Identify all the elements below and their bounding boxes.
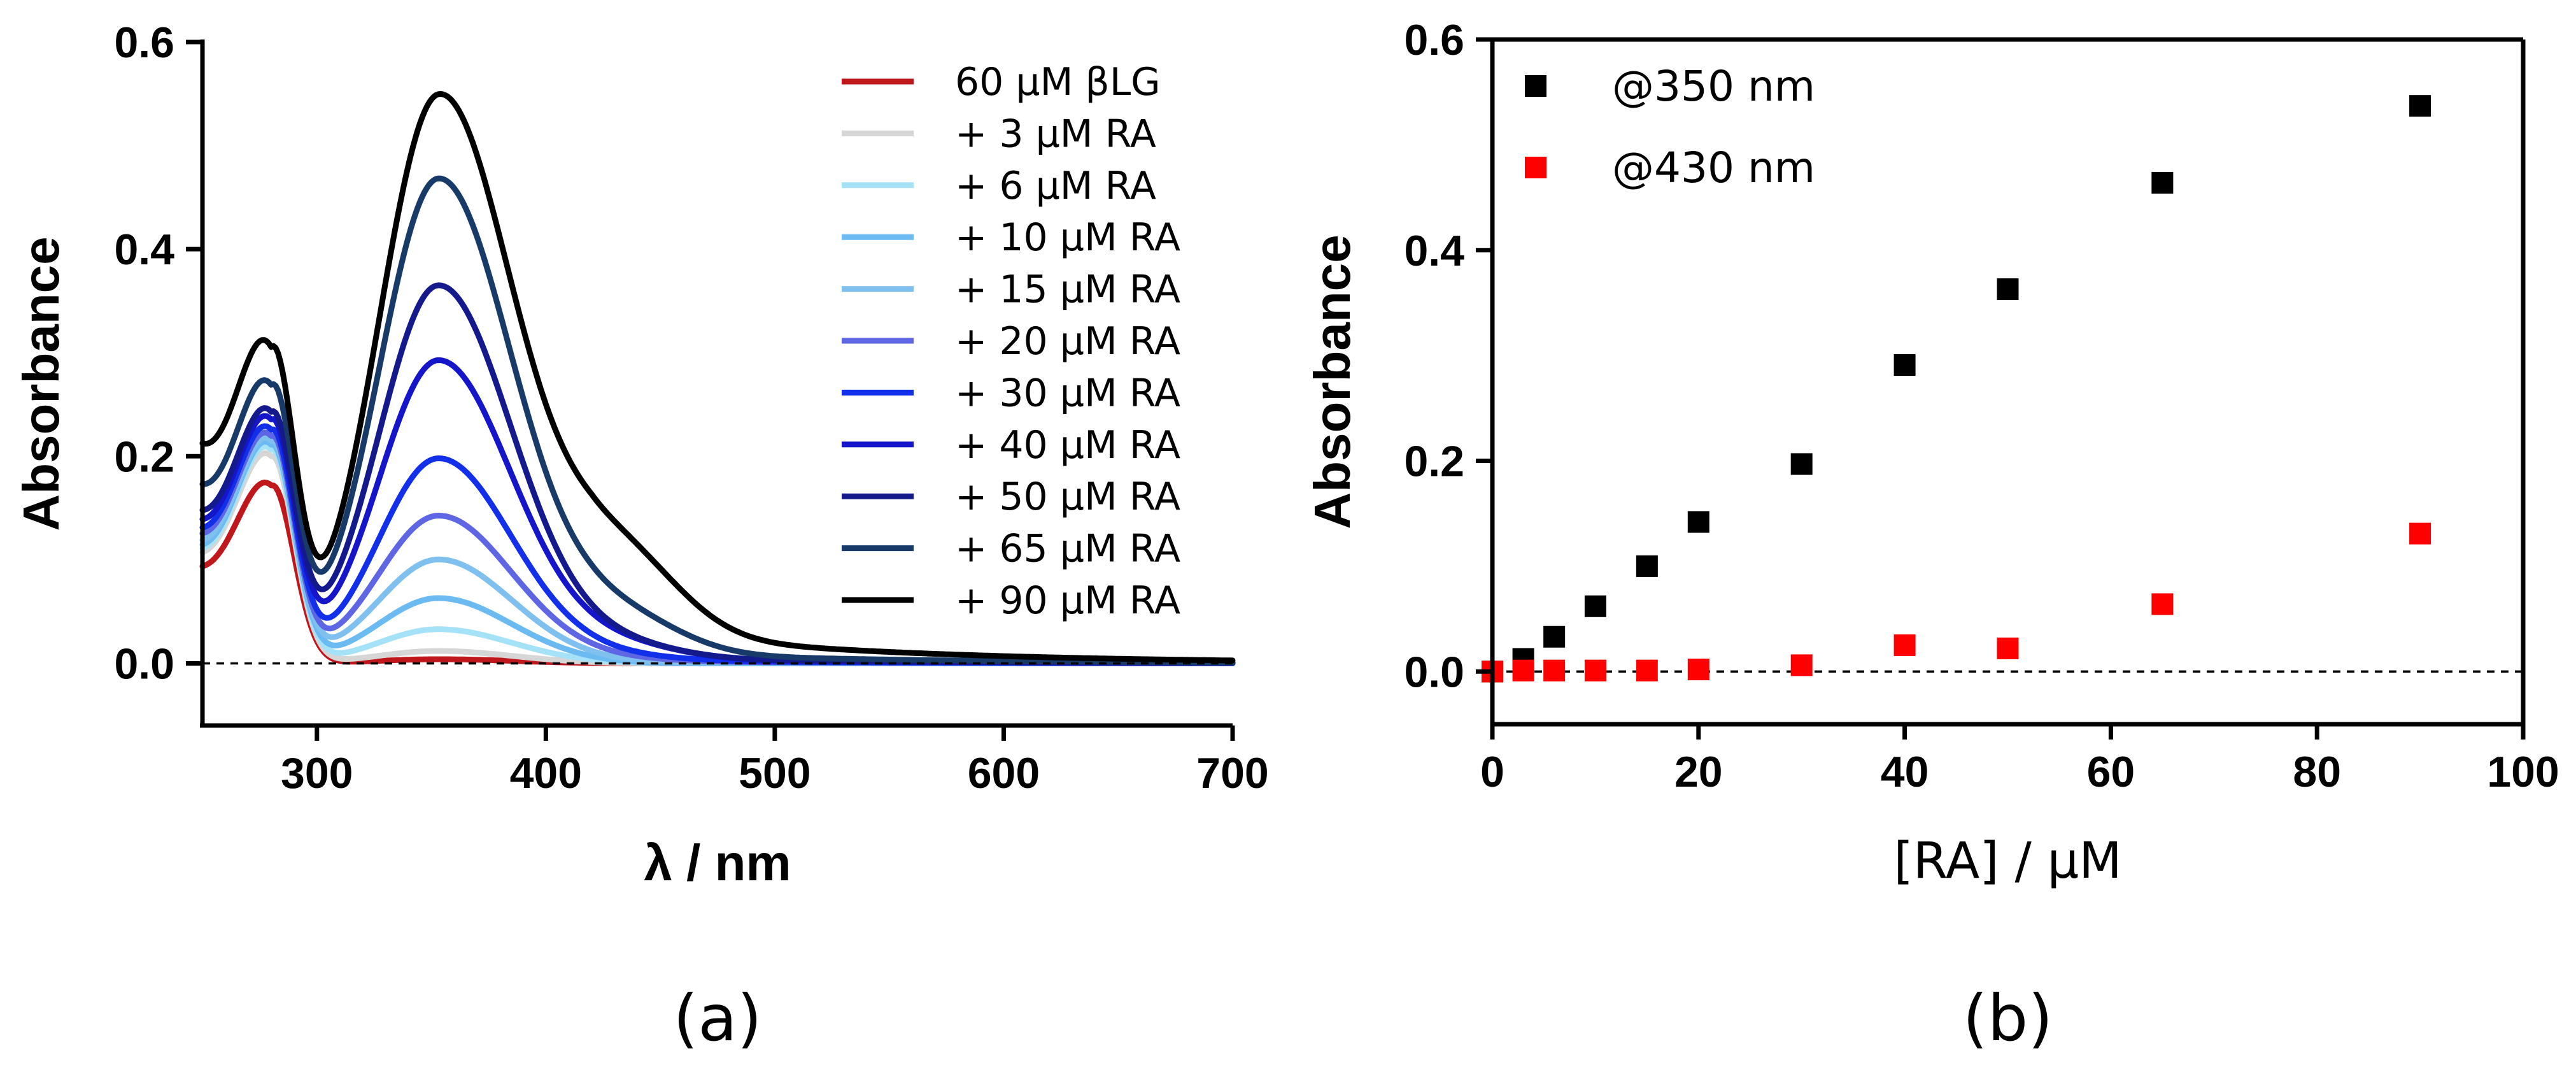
y-tick-label: 0.4 [114,225,174,274]
legend-label: + 30 μM RA [955,371,1180,415]
x-axis-title: λ / nm [644,834,791,891]
data-point [1790,654,1813,676]
legend-label: + 10 μM RA [955,215,1180,260]
x-tick-label: 400 [510,749,582,797]
y-tick-label: 0.2 [114,432,174,481]
legend-label: @350 nm [1612,62,1815,111]
spectra-curves [199,91,1236,666]
x-tick-label: 40 [1881,748,1929,796]
legend-label: @430 nm [1612,143,1815,192]
legend-label: + 6 μM RA [955,164,1156,208]
legend-label: + 20 μM RA [955,319,1180,364]
legend-marker [1525,157,1546,178]
data-point [1584,595,1606,617]
legend-label: + 40 μM RA [955,423,1180,468]
y-tick-label: 0.6 [114,18,174,67]
x-axis-title: [RA] / μM [1893,833,2121,890]
y-axis-title: Absorbance [13,236,69,531]
x-tick-label: 500 [739,749,810,797]
y-tick-label: 0.0 [114,640,174,688]
data-point [2409,95,2431,117]
legend-marker [1525,75,1546,97]
x-tick-label: 300 [281,749,353,797]
data-point [2151,593,2174,615]
x-tick-label: 100 [2487,748,2559,796]
legend-label: + 50 μM RA [955,475,1180,519]
panel-label-b: (b) [1963,981,2053,1055]
legend-label: + 65 μM RA [955,527,1180,571]
data-point [1997,637,2019,659]
data-point [1543,659,1566,682]
data-point [2409,522,2431,545]
absorbance-legend: @350 nm @430 nm [1525,62,1815,192]
x-tick-label: 0 [1480,748,1504,796]
data-point [2151,171,2174,194]
x-tick-label: 700 [1196,749,1268,797]
data-point [1636,659,1658,682]
data-point [1687,511,1709,533]
spectra-legend: 60 μM βLG + 3 μM RA + 6 μM RA + 10 μM RA + 1… [842,60,1180,623]
spectrum-curve [199,91,1236,664]
legend-label: + 15 μM RA [955,268,1180,312]
data-point [1790,453,1813,475]
y-tick-label: 0.0 [1404,648,1464,696]
panel-label-a: (a) [673,981,761,1055]
y-tick-label: 0.2 [1404,438,1464,486]
absorbance-axes: 0.0 0.2 0.4 0.6 0 20 40 60 80 100 [1404,16,2559,796]
legend-label: + 3 μM RA [955,111,1156,156]
data-point [1893,354,1916,376]
data-point [1636,555,1658,577]
absorbance-panel: 0.0 0.2 0.4 0.6 0 20 40 60 80 100 [RA] / μM Absor… [1304,16,2559,1055]
y-axis-title: Absorbance [1304,234,1361,529]
spectra-panel: 0.0 0.2 0.4 0.6 300 400 500 600 700 λ / nm Absor… [13,18,1269,1055]
x-tick-label: 600 [968,749,1040,797]
data-point [1584,659,1606,682]
data-point [1997,278,2019,300]
legend-label: 60 μM βLG [955,60,1161,104]
data-point [1687,659,1709,680]
data-point [1893,634,1916,656]
x-tick-label: 80 [2293,748,2341,796]
data-point [1543,625,1566,648]
y-tick-label: 0.4 [1404,227,1464,275]
spectrum-curve [199,175,1236,666]
x-tick-label: 60 [2087,748,2135,796]
y-tick-label: 0.6 [1404,16,1464,64]
legend-label: + 90 μM RA [955,578,1180,623]
x-tick-label: 20 [1674,748,1723,796]
spectra-axes: 0.0 0.2 0.4 0.6 300 400 500 600 700 [114,18,1268,797]
data-point [1512,659,1534,682]
